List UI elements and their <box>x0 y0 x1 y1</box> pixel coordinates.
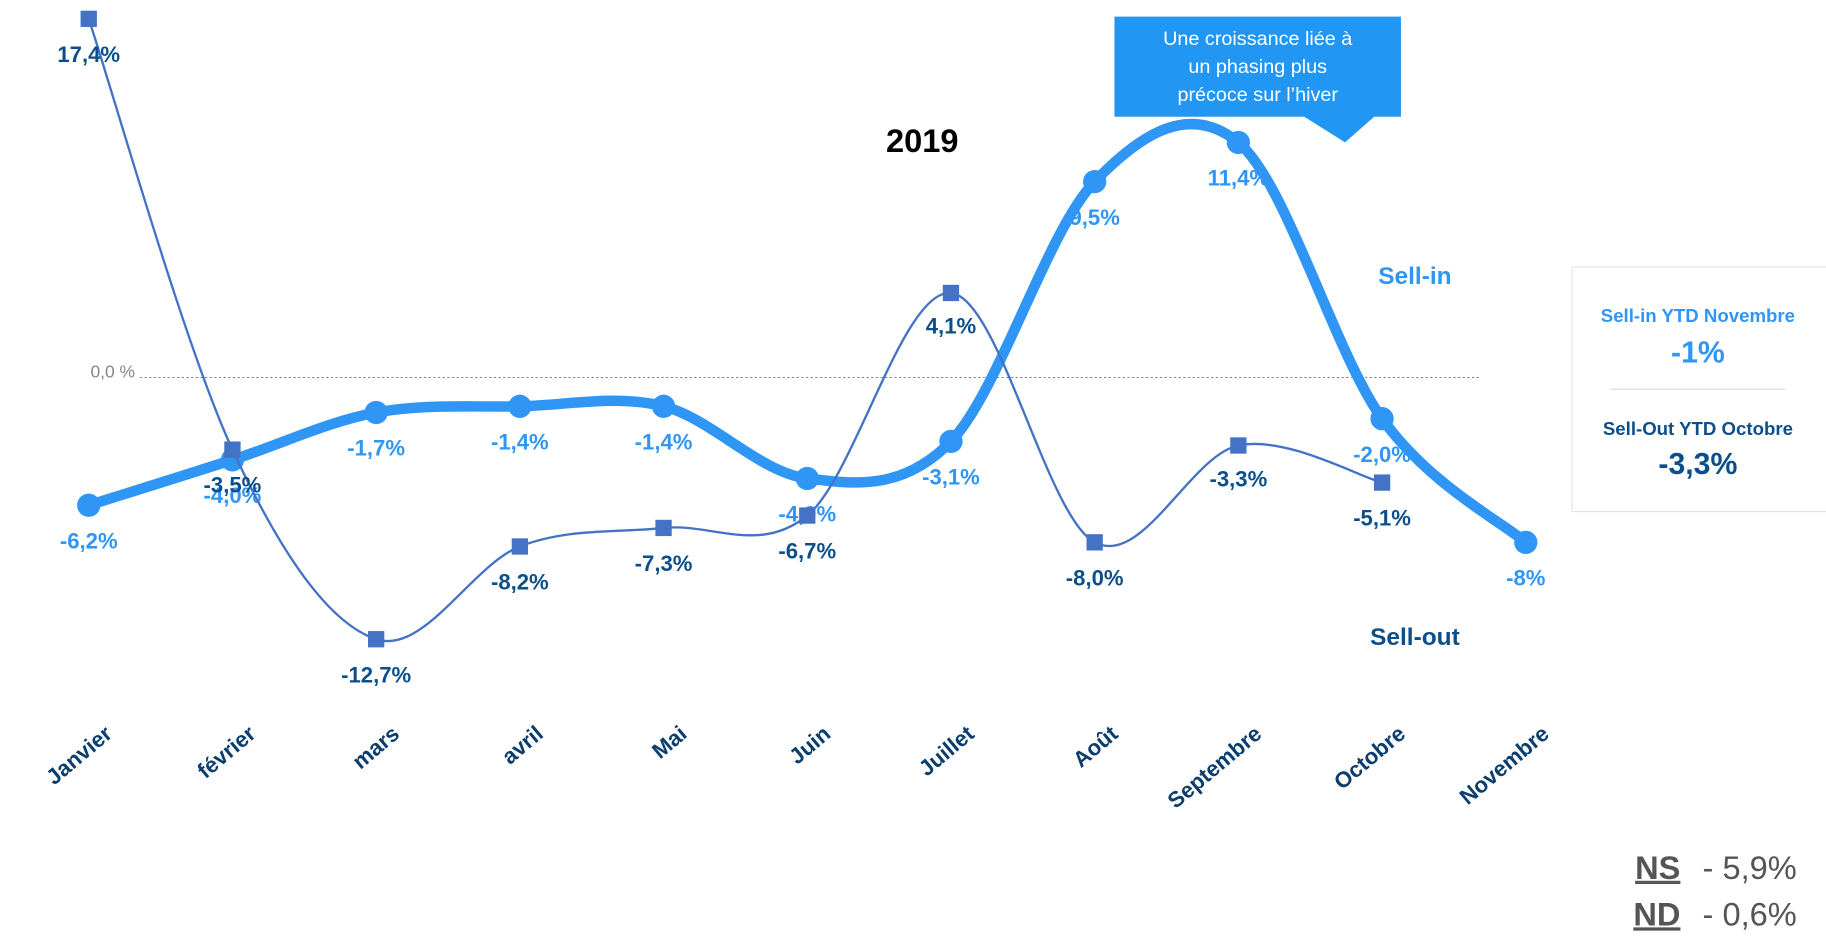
x-tick-label: Novembre <box>1455 721 1554 810</box>
point <box>80 10 97 27</box>
data-label: -3,3% <box>1209 466 1267 491</box>
data-label: 4,1% <box>926 314 977 339</box>
x-tick-label: février <box>193 721 261 784</box>
data-label: -6,7% <box>778 539 836 564</box>
callout-text: un phasing plus <box>1188 56 1327 78</box>
data-label: -1,4% <box>491 429 549 454</box>
footer-value: - 5,9% <box>1703 849 1797 886</box>
x-tick-label: Janvier <box>41 721 117 790</box>
chart-title: 2019 <box>886 122 959 159</box>
data-label: -8% <box>1506 565 1546 590</box>
data-label: -1,7% <box>347 436 405 461</box>
data-label: -12,7% <box>341 662 411 687</box>
data-label: 11,4% <box>1208 166 1270 191</box>
data-label: -7,3% <box>635 551 693 576</box>
footer-value: - 0,6% <box>1703 895 1797 932</box>
data-label: -6,2% <box>60 528 118 553</box>
point <box>942 284 960 302</box>
data-label: -4,0% <box>204 483 262 508</box>
callout-text: Une croissance liée à <box>1163 28 1352 50</box>
summary-value: -1% <box>1671 336 1725 369</box>
x-tick-label: Septembre <box>1163 721 1267 814</box>
point <box>1083 170 1107 194</box>
x-tick-label: Mai <box>647 721 691 764</box>
footer-key: NS <box>1635 849 1680 886</box>
series-label: Sell-out <box>1370 624 1460 651</box>
summary-value: -3,3% <box>1658 448 1737 481</box>
point <box>1086 534 1103 551</box>
x-tick-label: Octobre <box>1329 721 1410 795</box>
point <box>1373 474 1391 491</box>
point <box>367 631 385 648</box>
point <box>508 394 532 418</box>
point <box>1226 130 1251 155</box>
series-line <box>87 118 1530 547</box>
point <box>799 507 816 524</box>
point <box>224 441 241 458</box>
series-label: Sell-in <box>1378 263 1451 290</box>
x-tick-label: mars <box>348 721 405 774</box>
data-label: 17,4% <box>57 42 120 67</box>
footer-key: ND <box>1633 895 1680 932</box>
x-tick-label: Août <box>1068 720 1123 772</box>
data-label: -2,0% <box>1353 442 1411 467</box>
point <box>1370 407 1394 431</box>
callout <box>1114 16 1401 143</box>
data-label: -1,4% <box>635 429 693 454</box>
data-label: -3,5% <box>204 473 262 498</box>
x-tick-label: Juin <box>784 721 835 769</box>
point <box>651 394 676 418</box>
point <box>655 519 672 537</box>
data-label: -3,1% <box>922 464 980 489</box>
series-line <box>87 18 1383 643</box>
point <box>364 400 388 425</box>
callout-text: précoce sur l’hiver <box>1177 84 1338 106</box>
data-label: -8,0% <box>1066 565 1124 590</box>
summary-title: Sell-in YTD Novembre <box>1601 305 1795 326</box>
point <box>77 493 101 517</box>
point <box>1514 530 1538 555</box>
x-tick-label: Juillet <box>914 720 979 781</box>
point <box>795 466 819 491</box>
data-label: -8,2% <box>491 570 549 595</box>
summary-title: Sell-Out YTD Octobre <box>1603 418 1793 439</box>
data-label: 9,5% <box>1069 205 1120 230</box>
data-label: -5,1% <box>1353 506 1411 531</box>
point <box>511 538 529 555</box>
y-tick-label: 0,0 % <box>90 361 135 381</box>
x-tick-label: avril <box>497 721 548 769</box>
point <box>939 429 963 454</box>
point <box>1230 437 1247 454</box>
